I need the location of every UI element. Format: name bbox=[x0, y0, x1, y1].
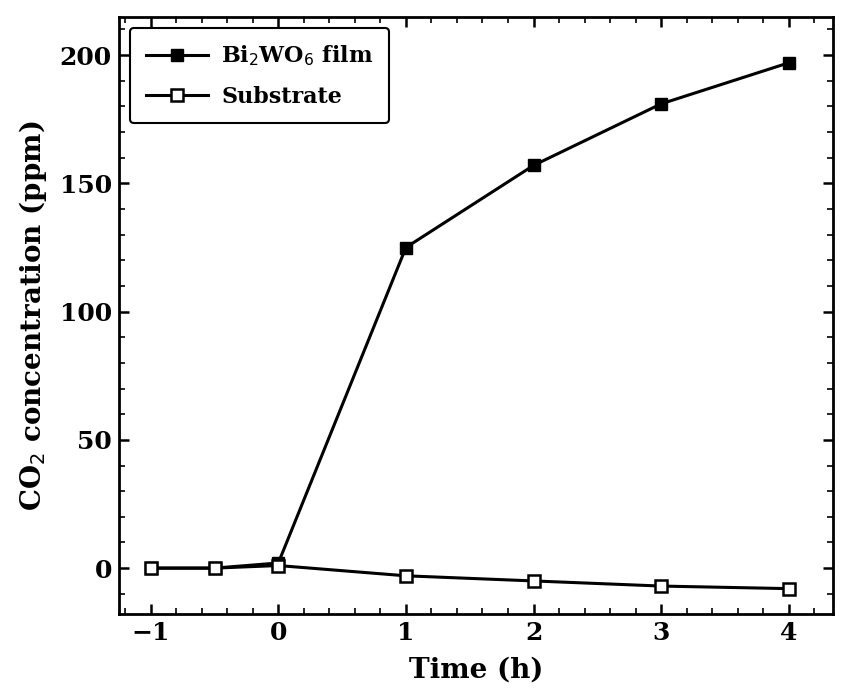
X-axis label: Time (h): Time (h) bbox=[409, 657, 543, 683]
Substrate bbox=[209, 564, 219, 573]
Substrate bbox=[273, 561, 283, 570]
Bi$_2$WO$_6$ film bbox=[273, 559, 283, 567]
Line: Bi$_2$WO$_6$ film: Bi$_2$WO$_6$ film bbox=[145, 57, 794, 574]
Bi$_2$WO$_6$ film bbox=[656, 99, 666, 108]
Bi$_2$WO$_6$ film bbox=[784, 59, 794, 67]
Bi$_2$WO$_6$ film bbox=[401, 244, 411, 252]
Substrate bbox=[145, 564, 156, 573]
Y-axis label: CO$_2$ concentration (ppm): CO$_2$ concentration (ppm) bbox=[17, 120, 48, 511]
Substrate bbox=[401, 572, 411, 580]
Legend: Bi$_2$WO$_6$ film, Substrate: Bi$_2$WO$_6$ film, Substrate bbox=[130, 28, 389, 123]
Bi$_2$WO$_6$ film bbox=[209, 564, 219, 573]
Substrate bbox=[784, 584, 794, 593]
Line: Substrate: Substrate bbox=[145, 560, 794, 594]
Substrate bbox=[529, 577, 539, 585]
Substrate bbox=[656, 582, 666, 590]
Bi$_2$WO$_6$ film bbox=[529, 161, 539, 169]
Bi$_2$WO$_6$ film bbox=[145, 564, 156, 573]
